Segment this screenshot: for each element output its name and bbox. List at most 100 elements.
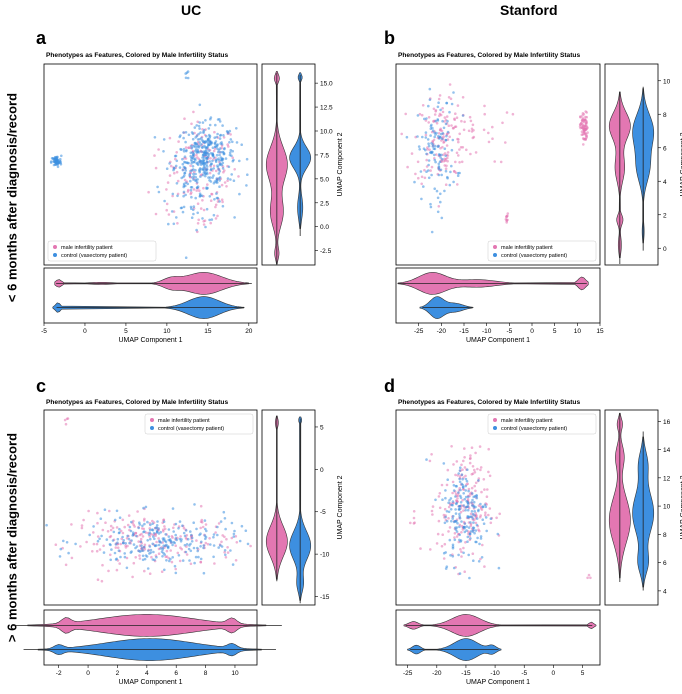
- data-point: [223, 181, 227, 184]
- data-point: [218, 120, 222, 123]
- x-tick-label: 20: [245, 328, 253, 335]
- data-point: [235, 541, 239, 544]
- data-point: [454, 484, 458, 488]
- data-point: [148, 552, 151, 555]
- data-point: [190, 158, 193, 162]
- y-tick-label: 2.5: [320, 200, 329, 207]
- data-point: [471, 530, 475, 533]
- legend-d: male infertility patient control (vasecto…: [487, 413, 597, 435]
- data-point: [196, 145, 199, 149]
- data-point: [135, 545, 139, 548]
- data-point: [486, 488, 489, 491]
- data-point: [188, 559, 191, 562]
- data-point: [462, 509, 465, 512]
- data-point: [235, 127, 238, 130]
- data-point: [140, 544, 143, 548]
- data-point: [466, 468, 469, 472]
- data-point: [193, 503, 196, 506]
- data-point: [182, 531, 186, 535]
- data-point: [202, 544, 205, 547]
- data-point: [472, 526, 476, 530]
- data-point: [199, 557, 203, 561]
- data-point: [82, 518, 85, 522]
- data-point: [184, 550, 188, 554]
- data-point: [192, 110, 195, 114]
- y-axis-label-a: UMAP Component 2: [337, 132, 344, 196]
- data-point: [215, 144, 219, 147]
- data-point: [92, 525, 95, 528]
- data-point: [433, 158, 437, 162]
- data-point: [205, 156, 209, 160]
- data-point: [404, 112, 408, 116]
- data-point: [189, 562, 193, 566]
- data-point: [119, 529, 123, 533]
- data-point: [435, 121, 439, 125]
- data-point: [441, 498, 444, 502]
- data-point: [469, 456, 472, 460]
- violin-x-frame-d: [395, 609, 601, 666]
- data-point: [461, 114, 465, 117]
- data-point: [444, 489, 447, 492]
- panel-label-b: b: [384, 28, 395, 48]
- data-point: [156, 185, 159, 189]
- data-point: [455, 116, 459, 119]
- data-point: [149, 523, 152, 527]
- data-point: [460, 119, 463, 123]
- data-point: [478, 542, 481, 546]
- data-point: [211, 146, 215, 149]
- data-point: [92, 531, 95, 534]
- data-point: [433, 153, 436, 157]
- data-point: [147, 549, 150, 553]
- data-point: [54, 543, 58, 546]
- data-point: [190, 186, 194, 189]
- data-point: [88, 533, 91, 537]
- data-point: [224, 556, 228, 559]
- data-point: [444, 158, 448, 161]
- data-point: [439, 108, 442, 112]
- data-point: [478, 445, 482, 448]
- data-point: [214, 159, 218, 162]
- data-point: [215, 153, 219, 157]
- data-point: [174, 544, 177, 547]
- data-point: [578, 123, 582, 126]
- data-point: [202, 571, 206, 575]
- data-point: [52, 160, 56, 163]
- data-point: [505, 111, 509, 114]
- data-point: [457, 553, 460, 557]
- data-point: [493, 160, 497, 163]
- data-point: [194, 158, 197, 162]
- chart-title-c: Phenotypes as Features, Colored by Male …: [46, 399, 228, 406]
- data-point: [450, 445, 453, 448]
- data-point: [438, 153, 441, 156]
- data-point: [154, 526, 157, 530]
- data-point: [230, 173, 233, 176]
- data-point: [207, 127, 211, 130]
- data-point: [429, 134, 432, 137]
- data-point: [451, 543, 455, 547]
- data-point: [461, 96, 465, 99]
- data-point: [211, 159, 214, 163]
- y-tick-label: 0.0: [320, 224, 329, 231]
- data-point: [505, 215, 508, 219]
- data-point: [210, 218, 214, 221]
- data-point: [480, 556, 484, 559]
- scatter-frame-a: [43, 63, 258, 266]
- data-point: [431, 513, 434, 516]
- data-point: [168, 538, 172, 541]
- data-point: [197, 124, 201, 128]
- x-axis-label-a: UMAP Component 1: [118, 337, 182, 344]
- data-point: [437, 165, 441, 168]
- data-point: [455, 460, 459, 463]
- data-point: [202, 131, 205, 135]
- data-point: [155, 529, 159, 532]
- data-point: [196, 178, 199, 181]
- scatter-points-a: [49, 70, 249, 260]
- data-point: [417, 176, 420, 180]
- data-point: [159, 547, 162, 550]
- data-point: [454, 495, 457, 498]
- data-point: [207, 149, 211, 152]
- data-point: [430, 509, 434, 513]
- data-point: [440, 153, 443, 157]
